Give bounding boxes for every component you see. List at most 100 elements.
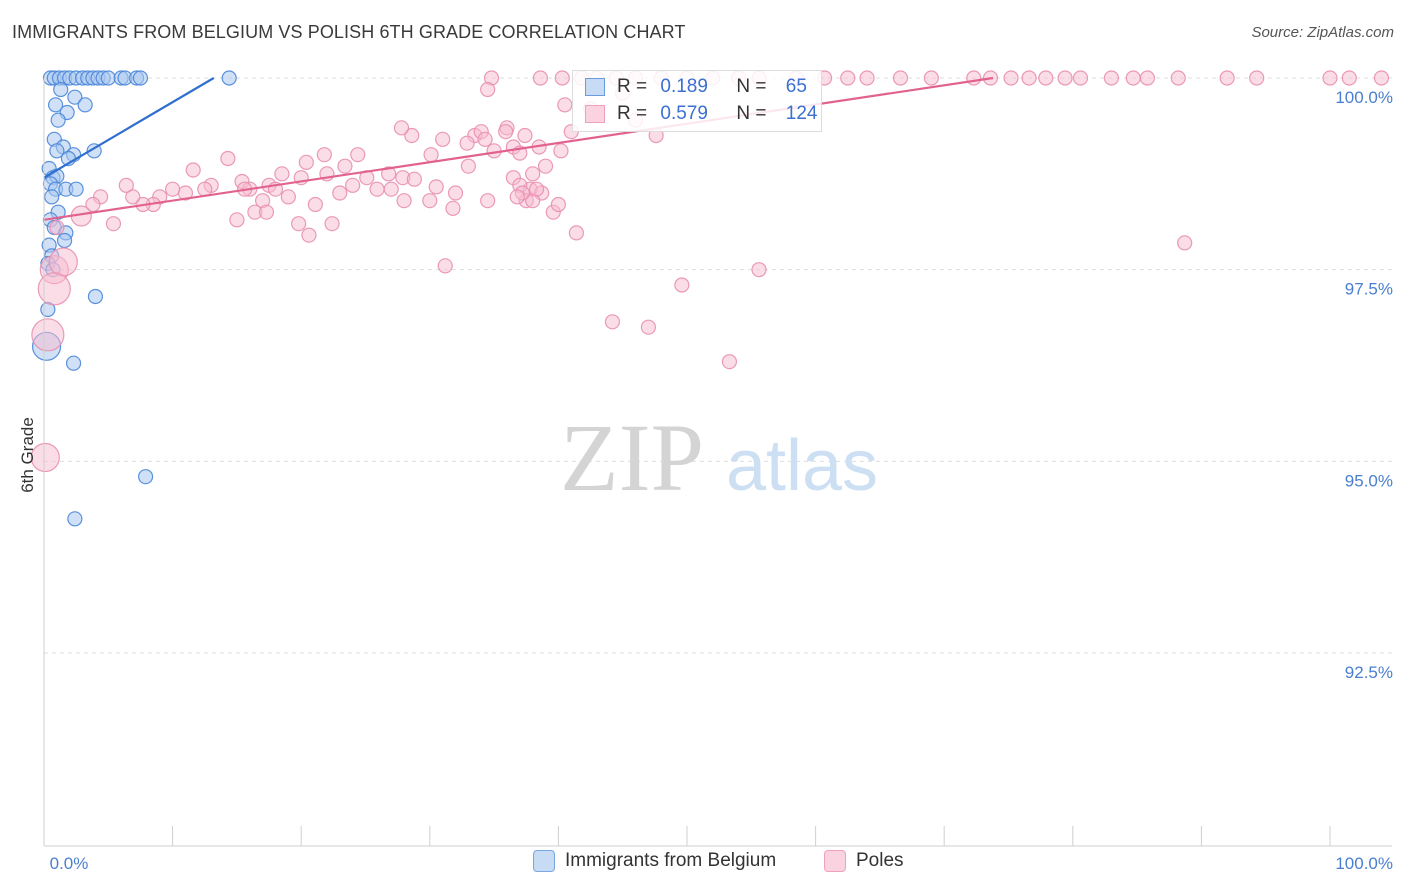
data-point-poles — [301, 227, 317, 243]
legend-item-poles[interactable]: Poles — [824, 850, 904, 872]
watermark-zip: ZIP — [560, 404, 704, 511]
data-point-poles — [383, 181, 399, 197]
data-point-poles — [892, 70, 909, 86]
data-point-belgium — [65, 355, 82, 371]
data-point-poles — [480, 193, 496, 209]
data-point-poles — [1103, 70, 1119, 86]
data-point-poles — [1125, 70, 1141, 86]
watermark-atlas: atlas — [726, 426, 878, 506]
legend-swatch-pink — [585, 105, 605, 123]
data-point-poles — [406, 171, 422, 187]
data-point-belgium — [44, 189, 60, 205]
data-point-belgium — [132, 70, 149, 86]
data-point-poles — [337, 158, 353, 174]
data-point-poles — [105, 216, 122, 232]
data-point-belgium — [47, 97, 64, 113]
data-point-poles — [537, 158, 554, 174]
data-point-poles — [30, 442, 60, 473]
data-point-poles — [396, 193, 412, 209]
data-point-poles — [435, 131, 451, 147]
data-point-poles — [447, 185, 464, 201]
data-point-poles — [298, 154, 314, 170]
data-point-poles — [553, 143, 569, 159]
data-point-belgium — [137, 469, 154, 485]
data-point-poles — [528, 181, 545, 197]
legend-row-belgium: R = 0.189 N = 65 — [585, 74, 807, 100]
data-point-poles — [1003, 70, 1019, 86]
y-tick-label: 97.5% — [1345, 280, 1393, 299]
data-point-poles — [509, 189, 525, 205]
legend-n-label: N = — [736, 103, 767, 124]
data-point-poles — [118, 177, 134, 193]
source-label: Source: ZipAtlas.com — [1251, 24, 1394, 41]
chart-title: IMMIGRANTS FROM BELGIUM VS POLISH 6TH GR… — [12, 22, 686, 42]
data-point-poles — [1021, 70, 1037, 86]
data-point-poles — [332, 185, 348, 201]
legend-item-belgium[interactable]: Immigrants from Belgium — [533, 850, 776, 872]
data-point-poles — [48, 247, 78, 277]
data-point-poles — [923, 70, 939, 86]
data-point-poles — [125, 189, 141, 205]
data-point-poles — [674, 277, 690, 293]
legend-swatch-blue — [585, 78, 605, 96]
data-point-poles — [640, 319, 657, 335]
legend-swatch-pink — [824, 850, 846, 872]
correlation-legend: R = 0.189 N = 65 R = 0.579 N = 124 — [572, 70, 822, 132]
data-point-poles — [381, 166, 397, 182]
data-point-poles — [423, 147, 439, 163]
data-point-poles — [532, 70, 548, 86]
data-point-poles — [185, 162, 201, 178]
data-point-poles — [557, 97, 573, 113]
data-point-poles — [274, 166, 290, 182]
trend-layer — [43, 76, 994, 221]
legend-r-label: R = — [617, 76, 648, 97]
data-point-poles — [422, 193, 438, 209]
data-point-poles — [459, 135, 475, 151]
data-point-belgium — [87, 288, 104, 305]
data-point-belgium — [53, 81, 69, 98]
data-point-poles — [480, 81, 496, 98]
data-point-poles — [258, 204, 275, 220]
data-point-poles — [445, 200, 461, 216]
data-point-poles — [840, 70, 856, 86]
data-point-poles — [517, 127, 533, 144]
data-point-belgium — [67, 511, 83, 527]
legend-row-poles: R = 0.579 N = 124 — [585, 101, 817, 127]
data-point-poles — [307, 196, 323, 213]
legend-n-value: 65 — [785, 76, 807, 97]
data-point-poles — [345, 177, 361, 193]
series-legend: Immigrants from Belgium Poles — [0, 850, 1406, 878]
data-point-poles — [460, 158, 476, 174]
legend-r-label: R = — [617, 103, 648, 124]
x-tick-label-min: 0.0% — [50, 854, 89, 873]
data-point-belgium — [67, 89, 83, 105]
data-point-poles — [604, 314, 621, 330]
grid-layer — [44, 77, 1392, 654]
data-point-belgium — [68, 181, 84, 197]
data-point-poles — [1072, 70, 1089, 86]
data-point-poles — [165, 181, 181, 197]
data-point-poles — [324, 216, 340, 232]
legend-n-label: N = — [736, 76, 767, 97]
data-point-poles — [1139, 70, 1155, 86]
data-point-poles — [1177, 235, 1193, 251]
data-point-poles — [437, 258, 453, 274]
data-point-poles — [316, 147, 332, 163]
legend-r-value: 0.189 — [660, 76, 708, 97]
data-point-poles — [280, 189, 296, 205]
watermark: ZIP atlas — [560, 404, 878, 511]
legend-swatch-blue — [533, 850, 555, 872]
data-point-belgium — [56, 232, 73, 249]
data-point-poles — [1341, 70, 1357, 86]
data-point-poles — [1170, 70, 1186, 86]
data-point-poles — [31, 318, 65, 352]
y-tick-label: 95.0% — [1345, 471, 1393, 490]
data-point-poles — [1373, 70, 1390, 86]
data-point-poles — [291, 216, 307, 232]
data-point-poles — [966, 70, 982, 86]
data-point-poles — [721, 354, 738, 370]
data-point-poles — [37, 272, 71, 306]
y-tick-label: 92.5% — [1345, 663, 1393, 682]
legend-n-value: 124 — [785, 103, 818, 124]
data-point-poles — [404, 127, 420, 144]
